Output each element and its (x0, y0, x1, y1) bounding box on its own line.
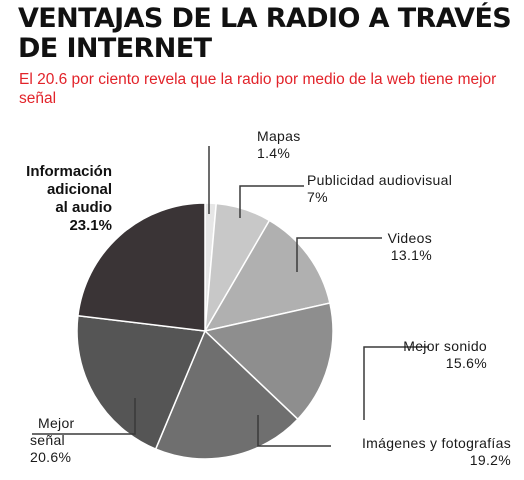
slice-name-label: Imágenes y fotografías (362, 435, 511, 451)
pie-slice (154, 329, 299, 460)
slice-value-label: 19.2% (470, 452, 511, 468)
slice-name-label: al audio (55, 199, 112, 216)
slice-value-label: 7% (307, 189, 328, 205)
slice-name-label: Videos (388, 230, 432, 246)
slice-name-label: Mejor sonido (403, 338, 487, 354)
slice-name-label: Información (26, 163, 112, 180)
slice-value-label: 20.6% (30, 449, 71, 465)
leader-line (363, 346, 429, 420)
chart-subtitle: El 20.6 por ciento revela que la radio p… (19, 71, 497, 107)
leader-line (296, 237, 382, 272)
slice-value-label: 13.1% (391, 247, 432, 263)
pie-slice (203, 302, 334, 421)
leader-line (239, 185, 304, 218)
slice-value-label: 1.4% (257, 145, 290, 161)
slice-name-label: adicional (47, 181, 112, 198)
pie-slice (203, 219, 331, 333)
slice-name-label: señal (30, 432, 65, 448)
slice-value-label: 23.1% (69, 217, 112, 234)
leader-line (32, 398, 136, 435)
slice-name-label: Mejor (38, 415, 75, 431)
slice-value-label: 15.6% (446, 355, 487, 371)
leader-line (257, 415, 331, 447)
slice-name-label: Publicidad audiovisual (307, 172, 452, 188)
chart-title: VENTAJAS DE LA RADIO A TRAVÉS DE INTERNE… (18, 3, 512, 64)
pie-slice (76, 314, 207, 451)
slice-name-label: Mapas (257, 128, 301, 144)
pie-slice (77, 202, 206, 332)
